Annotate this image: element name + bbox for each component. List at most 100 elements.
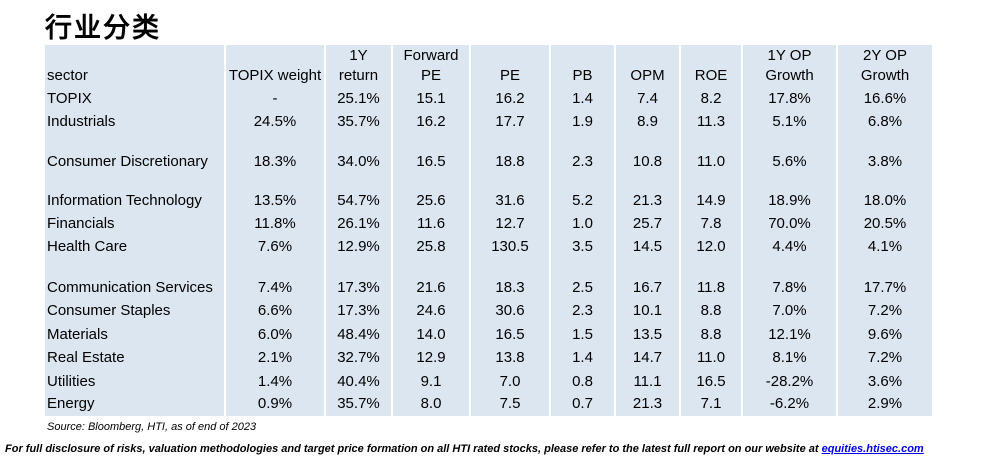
data-cell: 6.8% bbox=[867, 113, 903, 130]
header-cell: sector bbox=[45, 45, 226, 88]
data-cell: 18.0% bbox=[863, 192, 907, 209]
data-cell: 7.6% bbox=[225, 236, 326, 259]
data-cell: 8.1% bbox=[742, 347, 838, 370]
data-row: Energy 0.9% 35.7% 8.0 7.5 0.7 21.3 7.1 -6.2% 2.9% bbox=[45, 394, 932, 416]
header-line: ROE bbox=[694, 67, 728, 84]
data-cell: 26.1% bbox=[325, 213, 393, 236]
data-cell: 18.8 bbox=[470, 134, 551, 174]
sector-name: TOPIX bbox=[45, 88, 226, 111]
header-line: 2Y OP bbox=[863, 47, 907, 64]
data-cell: 14.5 bbox=[615, 236, 681, 259]
sector-name: Information Technology bbox=[45, 174, 226, 213]
header-line: PE bbox=[499, 67, 520, 84]
data-cell: 7.8 bbox=[680, 213, 743, 236]
data-cell: 14.9 bbox=[680, 174, 743, 213]
header-line: Forward bbox=[403, 47, 459, 64]
data-row: Financials 11.8% 26.1% 11.6 12.7 1.0 25.7 7.8 70… bbox=[45, 213, 932, 236]
data-cell: 1.9 bbox=[550, 111, 616, 134]
data-cell: 35.7% bbox=[325, 394, 393, 416]
header-row: sector TOPIX weight 1Y return Forward PE PE PB O… bbox=[45, 45, 932, 88]
header-cell: Forward PE bbox=[392, 45, 471, 88]
data-cell: 8.9 bbox=[615, 111, 681, 134]
data-cell: 16.2 bbox=[392, 111, 471, 134]
header-cell: PE bbox=[470, 45, 551, 88]
data-cell: 7.2% bbox=[867, 349, 903, 366]
sector-name: Consumer Discretionary bbox=[45, 134, 226, 174]
data-cell: - bbox=[225, 88, 326, 111]
header-line: OPM bbox=[630, 67, 665, 84]
data-cell: 1.4 bbox=[550, 347, 616, 370]
data-cell: 1.4 bbox=[550, 88, 616, 111]
data-cell: 5.6% bbox=[742, 134, 838, 174]
data-cell: 18.9% bbox=[742, 174, 838, 213]
data-cell: 8.8 bbox=[680, 323, 743, 347]
data-cell: 25.8 bbox=[392, 236, 471, 259]
header-cell: PB bbox=[550, 45, 616, 88]
header-line: Growth bbox=[765, 67, 814, 84]
data-cell: 11.1 bbox=[615, 370, 681, 394]
data-cell: 3.5 bbox=[550, 236, 616, 259]
header-line: 1Y bbox=[349, 47, 368, 64]
data-cell: 48.4% bbox=[325, 323, 393, 347]
data-row: Health Care 7.6% 12.9% 25.8 130.5 3.5 14.5 12.0… bbox=[45, 236, 932, 259]
data-cell: 0.7 bbox=[550, 394, 616, 416]
header-line: TOPIX weight bbox=[228, 67, 322, 84]
header-cell: 1Y return bbox=[325, 45, 393, 88]
data-cell: 4.1% bbox=[867, 238, 903, 255]
data-cell: 2.1% bbox=[225, 347, 326, 370]
data-row: Utilities 1.4% 40.4% 9.1 7.0 0.8 11.1 16.5 -28.2… bbox=[45, 370, 932, 394]
data-cell: 35.7% bbox=[325, 111, 393, 134]
data-cell: 11.0 bbox=[680, 134, 743, 174]
data-cell: 25.6 bbox=[392, 174, 471, 213]
sector-name: Real Estate bbox=[45, 347, 226, 370]
data-row: Consumer Discretionary 18.3% 34.0% 16.5 18.8… bbox=[45, 134, 932, 174]
title: 行业分类 bbox=[45, 13, 161, 44]
data-cell: 18.3% bbox=[225, 134, 326, 174]
data-cell: 1.0 bbox=[550, 213, 616, 236]
data-cell: 10.1 bbox=[615, 300, 681, 323]
data-cell: 2.9% bbox=[867, 395, 903, 412]
sector-name: Energy bbox=[45, 394, 226, 416]
data-cell: 4.4% bbox=[742, 236, 838, 259]
data-cell: 7.5 bbox=[470, 394, 551, 416]
data-cell: 12.0 bbox=[680, 236, 743, 259]
data-cell: 3.8% bbox=[867, 153, 903, 170]
header-line: PE bbox=[420, 67, 441, 84]
data-cell: 13.5% bbox=[225, 174, 326, 213]
header-line: return bbox=[338, 67, 379, 84]
data-cell: 17.7% bbox=[863, 279, 907, 296]
data-cell: 3.6% bbox=[867, 373, 903, 390]
data-cell: 16.7 bbox=[615, 259, 681, 300]
data-cell: 16.5 bbox=[470, 323, 551, 347]
header-line: PB bbox=[572, 67, 593, 84]
data-cell: 12.1% bbox=[742, 323, 838, 347]
data-cell: 16.6% bbox=[863, 90, 907, 107]
sector-table: sector TOPIX weight 1Y return Forward PE PE PB O… bbox=[45, 45, 932, 416]
data-cell: 24.5% bbox=[225, 111, 326, 134]
data-cell: 21.6 bbox=[392, 259, 471, 300]
data-cell: 130.5 bbox=[470, 236, 551, 259]
data-cell: 1.4% bbox=[225, 370, 326, 394]
website-link[interactable]: equities.htisec.com bbox=[821, 443, 924, 455]
data-cell: 5.2 bbox=[550, 174, 616, 213]
data-cell: 9.6% bbox=[867, 326, 903, 343]
data-cell: 54.7% bbox=[325, 174, 393, 213]
data-row: Industrials 24.5% 35.7% 16.2 17.7 1.9 8.9 11.3 5… bbox=[45, 111, 932, 134]
data-cell: 18.3 bbox=[470, 259, 551, 300]
data-cell: 17.7 bbox=[470, 111, 551, 134]
data-row: TOPIX -25.1% 15.1 16.2 1.4 7.4 8.2 17.8% 16.6% bbox=[45, 88, 932, 111]
data-cell: 8.0 bbox=[392, 394, 471, 416]
data-cell: 8.8 bbox=[680, 300, 743, 323]
data-cell: 21.3 bbox=[615, 174, 681, 213]
data-row: Communication Services 7.4% 17.3% 21.6 18.3 2… bbox=[45, 259, 932, 300]
sector-name: Health Care bbox=[45, 236, 226, 259]
data-cell: 32.7% bbox=[325, 347, 393, 370]
data-cell: 40.4% bbox=[325, 370, 393, 394]
data-cell: 12.7 bbox=[470, 213, 551, 236]
data-cell: 20.5% bbox=[863, 215, 907, 232]
data-cell: 0.9% bbox=[225, 394, 326, 416]
data-cell: 15.1 bbox=[392, 88, 471, 111]
data-cell: 2.3 bbox=[550, 134, 616, 174]
data-cell: 13.5 bbox=[615, 323, 681, 347]
